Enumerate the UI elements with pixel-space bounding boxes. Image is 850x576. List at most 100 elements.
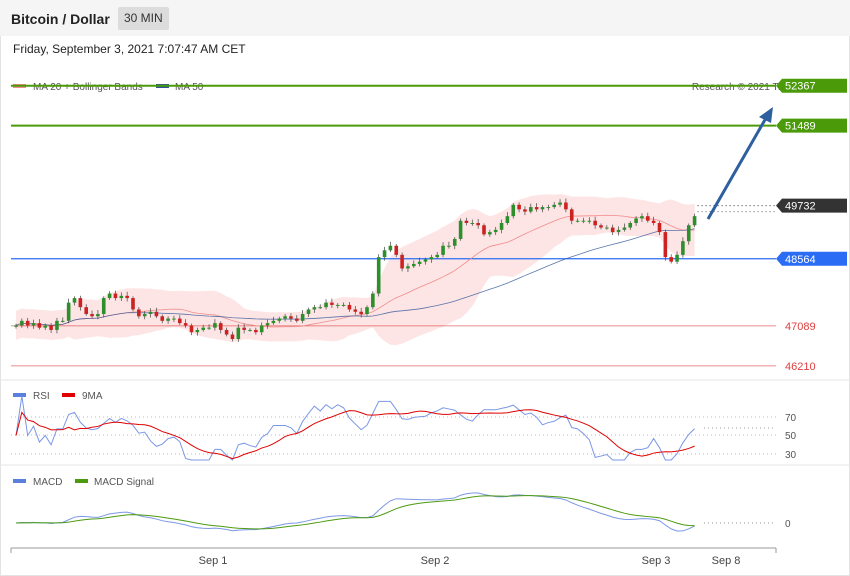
current-level-label: 49732 [785, 201, 816, 213]
candle-body [441, 245, 445, 255]
candlesticks [14, 198, 697, 342]
candle-body [107, 293, 112, 299]
candle-body [493, 229, 498, 233]
candle-body [172, 318, 176, 320]
candle-body [640, 216, 644, 219]
chart-header: Bitcoin / Dollar 30 MIN [0, 0, 850, 36]
candle-body [616, 229, 621, 233]
legend-swatch-macd [13, 479, 26, 483]
candle-body [207, 327, 211, 329]
candle-body [452, 238, 457, 246]
candle-body [148, 311, 153, 315]
macd-zero-label: 0 [785, 519, 791, 530]
candle-body [201, 327, 205, 330]
chart-title: Bitcoin / Dollar [11, 11, 110, 27]
candle-body [224, 329, 229, 335]
candle-body [540, 207, 545, 210]
candle-body [218, 323, 223, 330]
candle-body [447, 245, 451, 247]
candle-body [254, 329, 258, 333]
candle-body [14, 325, 18, 327]
candle-body [476, 223, 480, 226]
support-level-label: 46210 [785, 361, 816, 373]
candle-body [259, 325, 264, 333]
forecast-arrow-head [759, 107, 773, 123]
candle-body [458, 220, 463, 239]
x-tick-sep1: Sep 1 [199, 555, 228, 567]
legend-macd-signal: MACD Signal [94, 477, 154, 488]
candle-body [382, 250, 387, 258]
rsi-ma-line [15, 409, 695, 460]
candle-body [569, 209, 574, 221]
candle-body [628, 223, 633, 228]
target-level-label: 51489 [785, 121, 816, 133]
candle-body [20, 320, 24, 326]
macd-line [15, 492, 695, 532]
candle-body [312, 307, 317, 310]
candle-body [581, 220, 586, 222]
candle-body [692, 216, 697, 226]
candle-body [657, 223, 662, 233]
legend-rsi-ma: 9MA [82, 391, 103, 402]
candle-body [423, 259, 428, 262]
candle-body [406, 266, 410, 269]
candle-body [546, 207, 551, 209]
legend-swatch-rsi [13, 393, 26, 397]
candle-body [388, 245, 393, 251]
credit-text: Research © 2021 Trading Central [692, 82, 841, 93]
rsi-label-30: 30 [785, 450, 797, 461]
legend-macd: MACD [33, 477, 62, 488]
moving-averages [15, 214, 695, 328]
forecast-arrow [706, 117, 768, 220]
chart-date: Friday, September 3, 2021 7:07:47 AM CET [13, 42, 246, 56]
candle-body [271, 320, 276, 324]
candle-body [236, 327, 241, 340]
candle-body [61, 320, 65, 322]
timeframe-badge[interactable]: 30 MIN [118, 7, 169, 30]
x-tick-sep2: Sep 2 [421, 555, 450, 567]
candle-body [605, 227, 609, 229]
candle-body [131, 298, 135, 310]
candle-body [412, 263, 416, 267]
candle-body [78, 298, 83, 308]
candle-body [289, 316, 293, 319]
candle-body [101, 298, 106, 315]
support-level-label: 47089 [785, 321, 816, 333]
rsi-line [15, 395, 695, 461]
candle-body [318, 307, 322, 309]
candle-body [470, 223, 475, 224]
candle-body [376, 257, 381, 294]
candle-body [371, 293, 375, 308]
candle-body [593, 220, 597, 226]
price-levels [11, 84, 776, 367]
candle-body [154, 311, 159, 317]
candle-body [610, 227, 615, 233]
legend-ma20: MA 20 + Bollinger Bands [33, 82, 143, 93]
legend-rsi: RSI [33, 391, 50, 402]
candle-body [90, 314, 94, 317]
candle-body [330, 302, 334, 305]
candle-body [394, 245, 399, 255]
candle-body [49, 325, 53, 330]
candle-body [142, 314, 147, 317]
target-level-label: 52367 [785, 81, 816, 93]
candle-body [31, 323, 36, 326]
candle-body [622, 227, 627, 230]
candle-body [277, 318, 282, 321]
candle-body [669, 257, 673, 262]
x-tick-sep3: Sep 3 [642, 555, 671, 567]
macd-signal-line [15, 495, 695, 530]
target-level-tag [776, 78, 847, 93]
candle-body [335, 304, 340, 306]
pivot-level-tag [776, 251, 847, 266]
candle-body [195, 329, 200, 333]
candle-body [347, 304, 352, 310]
candle-body [84, 307, 88, 315]
bollinger-band [16, 193, 695, 346]
candle-body [646, 216, 650, 221]
candle-body [523, 209, 527, 212]
candle-body [55, 320, 59, 330]
target-level-tag [776, 118, 847, 133]
candle-body [137, 309, 141, 317]
